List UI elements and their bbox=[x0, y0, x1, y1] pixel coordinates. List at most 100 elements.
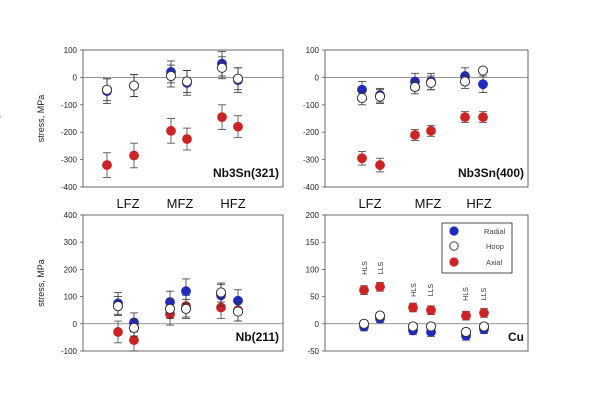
point-hoop bbox=[112, 301, 124, 312]
point-axial bbox=[426, 125, 436, 136]
point-hoop bbox=[181, 76, 193, 87]
y-tick-label: 400 bbox=[64, 211, 78, 220]
point-axial bbox=[479, 308, 489, 318]
point-axial bbox=[359, 285, 369, 295]
y-tick-label: -100 bbox=[61, 347, 78, 356]
annotation-lls-1: LLS bbox=[378, 261, 385, 274]
zone-label-left-1: LFZ bbox=[116, 196, 139, 211]
point-hoop bbox=[232, 306, 244, 317]
point-hoop bbox=[232, 73, 244, 84]
point-axial bbox=[375, 281, 385, 292]
y-tick-label: -200 bbox=[303, 128, 320, 137]
y-tick-label: -300 bbox=[303, 156, 320, 165]
point-hoop bbox=[164, 303, 176, 314]
point-hoop bbox=[459, 76, 471, 87]
panel-label: Nb(211) bbox=[236, 330, 279, 344]
point-hoop bbox=[215, 287, 227, 298]
legend-hoop-label: Hoop bbox=[486, 242, 504, 251]
legend-axial-label: Axial bbox=[486, 258, 503, 267]
panel-frame bbox=[324, 214, 529, 352]
point-radial bbox=[181, 286, 191, 297]
point-axial bbox=[426, 305, 436, 316]
annotation-hls-3: HLS bbox=[463, 287, 470, 301]
y-tick-label: -300 bbox=[61, 156, 78, 165]
panel-frame bbox=[82, 214, 284, 352]
point-hoop bbox=[165, 70, 177, 82]
y-tick-label: -400 bbox=[303, 183, 320, 192]
legend-axial-marker bbox=[449, 257, 459, 267]
point-hoop bbox=[356, 92, 368, 104]
point-hoop bbox=[407, 321, 419, 332]
y-tick-label: 100 bbox=[64, 293, 78, 302]
y-axis-label: stress, MPa bbox=[36, 259, 46, 307]
point-hoop bbox=[358, 318, 370, 329]
y-tick-label: 100 bbox=[64, 46, 78, 55]
series-hoop bbox=[101, 56, 244, 102]
point-hoop bbox=[425, 77, 437, 88]
point-axial bbox=[182, 134, 192, 144]
annotation-lls-3: LLS bbox=[481, 287, 488, 300]
zone-label-left-2: MFZ bbox=[167, 196, 194, 211]
zone-label-right-1: LFZ bbox=[358, 196, 381, 211]
series-axial bbox=[359, 281, 489, 321]
panel-frame bbox=[82, 49, 284, 188]
panel-3: 400 300 200 100 0 -100 stress, MPa Nb(211) bbox=[36, 211, 284, 356]
zone-labels: LFZ MFZ HFZ LFZ MFZ HFZ bbox=[116, 196, 491, 211]
panel-label: Nb3Sn(321) bbox=[213, 166, 279, 180]
point-axial bbox=[408, 302, 418, 313]
panel-4: 200 150 100 50 0 -50 Cu bbox=[306, 211, 529, 356]
panel-frame bbox=[324, 49, 529, 188]
point-hoop bbox=[478, 321, 490, 332]
y-tick-label: 150 bbox=[306, 238, 320, 247]
point-axial bbox=[478, 112, 488, 123]
series-hoop bbox=[112, 282, 244, 337]
series-hoop bbox=[358, 310, 490, 338]
zone-label-right-2: MFZ bbox=[415, 196, 442, 211]
zone-label-left-3: HFZ bbox=[220, 196, 245, 211]
point-hoop bbox=[128, 80, 140, 91]
annotation-hls-1: HLS bbox=[362, 261, 369, 275]
point-axial bbox=[357, 153, 367, 164]
panel-1: 100 0 -100 -200 -300 -400 stress, MPa Nb3Sn(321… bbox=[36, 46, 284, 192]
point-axial bbox=[410, 130, 420, 140]
y-tick-label: 100 bbox=[306, 265, 320, 274]
zone-label-right-3: HFZ bbox=[466, 196, 491, 211]
legend: Radial Hoop Axial bbox=[441, 222, 513, 274]
lattice-annotations: HLS LLS HLS LLS HLS LLS bbox=[362, 261, 488, 301]
legend-hoop-marker bbox=[449, 241, 459, 251]
y-tick-label: -200 bbox=[61, 128, 78, 137]
point-axial bbox=[375, 160, 385, 170]
y-axis-label: stress, MPa bbox=[0, 95, 2, 143]
y-tick-label: -400 bbox=[61, 183, 78, 192]
y-tick-label: 0 bbox=[315, 320, 320, 329]
point-axial bbox=[233, 121, 243, 132]
panel-label: Cu bbox=[508, 330, 524, 344]
point-hoop bbox=[374, 310, 386, 321]
point-hoop bbox=[460, 326, 472, 338]
legend-radial-marker bbox=[449, 226, 459, 236]
point-radial bbox=[478, 79, 488, 90]
point-axial bbox=[129, 150, 139, 161]
y-tick-label: 200 bbox=[306, 211, 320, 220]
point-axial bbox=[217, 112, 227, 123]
y-tick-label: -50 bbox=[307, 347, 319, 356]
y-axis-label: stress, MPa bbox=[36, 95, 46, 143]
point-hoop bbox=[180, 303, 192, 314]
point-hoop bbox=[425, 321, 437, 332]
series-hoop bbox=[356, 65, 489, 106]
y-tick-label: 300 bbox=[64, 238, 78, 247]
series-axial bbox=[102, 104, 243, 178]
point-axial bbox=[461, 310, 471, 321]
point-axial bbox=[166, 125, 176, 136]
y-tick-label: 0 bbox=[73, 73, 78, 82]
annotation-hls-2: HLS bbox=[411, 283, 418, 297]
point-axial bbox=[460, 112, 470, 123]
panel-2: 100 0 -100 -200 -300 -400 stress, MPa Nb3Sn(400… bbox=[0, 46, 529, 192]
annotation-lls-2: LLS bbox=[428, 283, 435, 296]
point-hoop bbox=[409, 81, 421, 93]
y-tick-label: 100 bbox=[306, 46, 320, 55]
point-axial bbox=[102, 160, 112, 170]
point-hoop bbox=[477, 65, 489, 76]
point-hoop bbox=[216, 62, 228, 73]
